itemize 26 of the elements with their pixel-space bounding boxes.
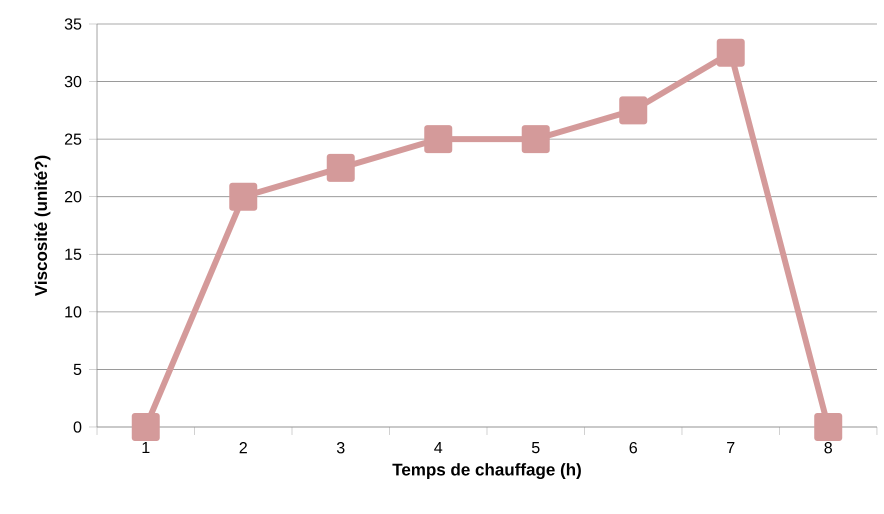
x-tick-label: 4 — [434, 442, 442, 454]
y-tick-label: 35 — [64, 18, 82, 30]
y-axis-title: Viscosité (unité?) — [34, 156, 50, 296]
point — [424, 125, 452, 154]
x-tick-label: 3 — [336, 442, 344, 454]
point — [229, 182, 258, 211]
x-tick-label: 6 — [630, 442, 637, 454]
y-tick-label: 0 — [74, 421, 82, 433]
y-tick-label: 15 — [65, 248, 82, 260]
point — [326, 154, 355, 182]
y-tick-label: 30 — [64, 76, 82, 88]
x-tick-label: 7 — [727, 442, 734, 454]
point — [716, 38, 745, 67]
x-tick-label: 5 — [532, 442, 540, 454]
y-tick-label: 25 — [64, 133, 82, 145]
x-tick-label: 2 — [240, 442, 247, 454]
point — [132, 412, 160, 441]
x-axis-title: Temps de chauffage (h) — [392, 463, 581, 480]
point — [522, 125, 550, 154]
y-tick-label: 20 — [64, 191, 82, 202]
y-tick-label: 5 — [74, 364, 82, 375]
point — [619, 96, 648, 124]
x-tick-label: 8 — [824, 442, 832, 454]
point — [814, 412, 842, 441]
x-tick-label: 1 — [142, 442, 150, 454]
y-tick-label: 10 — [65, 306, 82, 318]
